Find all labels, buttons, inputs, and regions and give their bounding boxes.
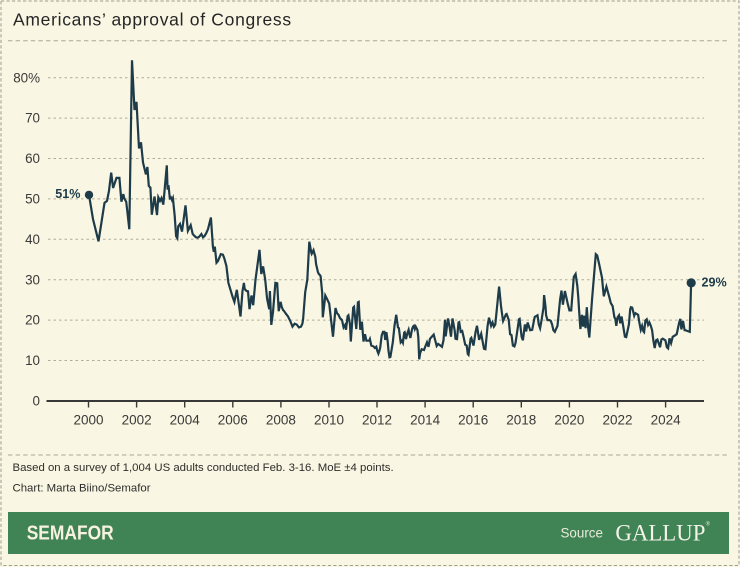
svg-text:®: ® — [706, 521, 711, 528]
svg-text:Chart: Marta Biino/Semafor: Chart: Marta Biino/Semafor — [13, 483, 151, 495]
svg-text:50: 50 — [25, 192, 40, 207]
svg-text:2010: 2010 — [314, 413, 344, 428]
svg-text:2004: 2004 — [170, 413, 201, 428]
svg-text:0: 0 — [33, 394, 40, 409]
svg-text:60: 60 — [25, 151, 40, 166]
svg-text:SEMAFOR: SEMAFOR — [27, 523, 114, 545]
svg-text:2006: 2006 — [218, 413, 248, 428]
svg-text:2002: 2002 — [122, 413, 152, 428]
svg-text:2024: 2024 — [651, 413, 682, 428]
svg-text:70: 70 — [25, 111, 40, 126]
svg-text:30: 30 — [25, 272, 40, 287]
svg-text:2016: 2016 — [458, 413, 488, 428]
svg-text:51%: 51% — [55, 187, 80, 201]
svg-text:GALLUP: GALLUP — [615, 521, 705, 547]
svg-text:2008: 2008 — [266, 413, 296, 428]
svg-text:2022: 2022 — [602, 413, 632, 428]
svg-text:Americans’ approval of Congres: Americans’ approval of Congress — [13, 10, 292, 30]
svg-text:20: 20 — [25, 313, 40, 328]
svg-text:2020: 2020 — [554, 413, 584, 428]
svg-text:10: 10 — [25, 353, 40, 368]
svg-text:2014: 2014 — [410, 413, 441, 428]
svg-text:Based on a survey of 1,004 US: Based on a survey of 1,004 US adults con… — [13, 462, 394, 474]
svg-text:40: 40 — [25, 232, 40, 247]
svg-text:29%: 29% — [702, 276, 727, 290]
svg-text:80%: 80% — [13, 70, 40, 85]
svg-text:2000: 2000 — [73, 413, 103, 428]
svg-text:Source: Source — [561, 525, 603, 540]
svg-text:2018: 2018 — [506, 413, 536, 428]
svg-text:2012: 2012 — [362, 413, 392, 428]
